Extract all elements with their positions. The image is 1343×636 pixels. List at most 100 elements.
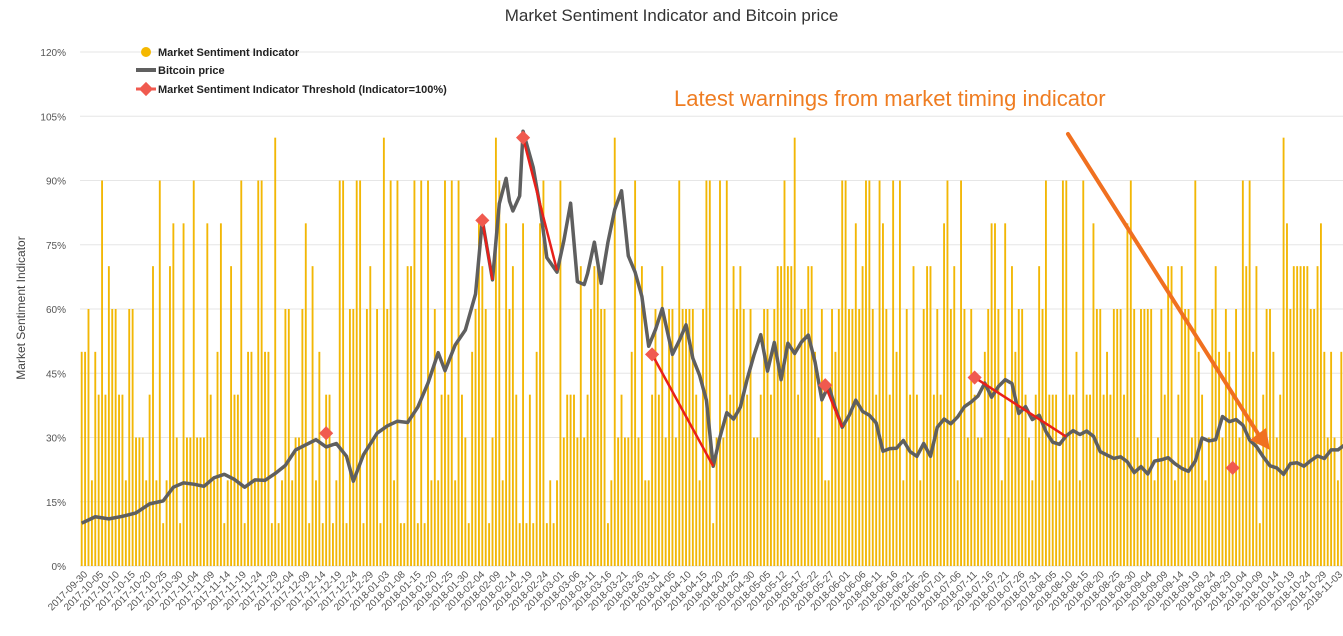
sentiment-bar [827,480,830,566]
sentiment-bar [342,180,345,566]
legend-item-sentiment[interactable]: Market Sentiment Indicator [141,47,300,59]
sentiment-bar [983,351,986,566]
grid-lines [80,51,1343,567]
sentiment-bar [1058,480,1061,566]
sentiment-bar [685,309,687,566]
sentiment-bar [186,437,188,566]
sentiment-bar [1102,394,1105,566]
sentiment-bar [1099,309,1102,566]
sentiment-bar [107,266,110,566]
sentiment-bar [579,266,582,566]
threshold-point [967,370,982,385]
sentiment-bar [786,266,789,566]
sentiment-bar [566,394,569,566]
sentiment-bar [376,309,379,566]
sentiment-bar [736,309,738,566]
threshold-point [475,213,490,228]
sentiment-bar [1319,223,1322,567]
sentiment-bar [542,180,545,566]
sentiment-bar [362,523,365,566]
sentiment-bar [800,309,803,566]
sentiment-bar [1309,309,1312,566]
sentiment-bar [712,523,715,566]
sentiment-bar [1021,309,1024,566]
sentiment-bar [878,180,881,566]
sentiment-bar [111,309,114,566]
sentiment-bar [586,394,589,566]
sentiment-bar [84,351,87,566]
sentiment-bar [902,480,905,566]
sentiment-bar [1269,309,1271,566]
threshold-markers [319,130,1240,475]
sentiment-bar [1014,351,1017,566]
sentiment-bar [118,394,120,566]
sentiment-bar [987,309,990,566]
sentiment-bar [335,480,338,566]
sentiment-bar [576,437,579,566]
sentiment-bar [607,523,609,566]
sentiment-bar [932,394,935,566]
sentiment-bar [637,437,640,566]
sentiment-bar [977,437,979,566]
sentiment-bar [556,480,558,566]
sentiment-bar [301,309,304,566]
sentiment-bar [1174,480,1176,566]
sentiment-bar [447,394,450,566]
sentiment-bar [1241,180,1244,566]
sentiment-bar [1092,223,1095,567]
sentiment-bar [549,480,552,566]
sentiment-bar [970,309,973,566]
sentiment-bar [332,523,334,566]
sentiment-bar [722,437,725,566]
legend-item-threshold[interactable]: Market Sentiment Indicator Threshold (In… [136,81,447,97]
sentiment-bar [1011,266,1013,566]
sentiment-bar [508,309,511,566]
x-axis: 2017-09-302017-10-052017-10-102017-10-15… [46,569,1343,613]
sentiment-bar [539,223,541,567]
sentiment-bar [552,523,555,566]
threshold-point [515,130,531,145]
sentiment-bar [1024,394,1027,566]
sentiment-bar [1194,180,1197,566]
sentiment-bar [797,394,800,566]
sentiment-bar [386,309,389,566]
sentiment-bar [294,437,297,566]
sentiment-bar [467,523,470,566]
sentiment-bar [909,394,912,566]
sentiment-bar [304,223,307,567]
sentiment-bar [634,180,637,566]
sentiment-bar [281,480,283,566]
sentiment-bar [613,137,616,566]
sentiment-bar [963,309,966,566]
annotation-text: Latest warnings from market timing indic… [674,86,1106,111]
sentiment-bar [488,523,491,566]
sentiment-bar [501,480,504,566]
sentiment-bar [593,266,596,566]
sentiment-bar [882,223,884,567]
sentiment-bar [868,180,871,566]
sentiment-bar [1197,351,1200,566]
legend-item-bitcoin[interactable]: Bitcoin price [136,65,225,77]
threshold-point [319,426,334,441]
sentiment-bar [372,437,375,566]
sentiment-bar [189,437,192,566]
sentiment-bar [155,480,158,566]
sentiment-bar [474,309,477,566]
sentiment-bar [807,266,810,566]
sentiment-bar [382,137,385,566]
sentiment-bar [1235,309,1237,566]
sentiment-bar [1177,394,1180,566]
sentiment-bar [919,480,922,566]
y-axis: 0% 15% 30% 45% 60% 75% 90% 105% 120% [40,48,66,573]
sentiment-bar [359,180,362,566]
sentiment-bar [1061,180,1064,566]
sentiment-bar [654,309,657,566]
sentiment-bar [1140,309,1142,566]
sentiment-bar [671,309,674,566]
sentiment-bar [1340,351,1343,566]
sentiment-bar [1075,351,1078,566]
sentiment-bar [264,351,266,566]
legend[interactable]: Market Sentiment Indicator Bitcoin price… [136,47,447,97]
sentiment-bar [865,180,867,566]
sentiment-bar [600,309,603,566]
